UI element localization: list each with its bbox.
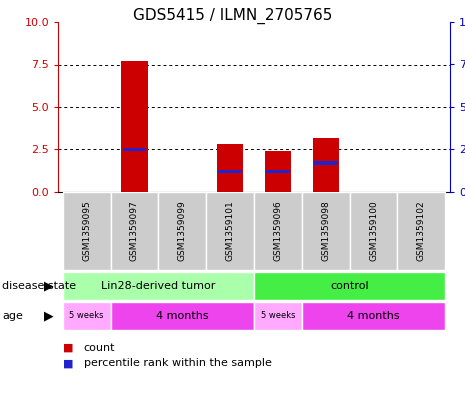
- Text: percentile rank within the sample: percentile rank within the sample: [84, 358, 272, 368]
- Bar: [111, 192, 159, 270]
- Text: ▶: ▶: [44, 279, 53, 292]
- Text: GSM1359096: GSM1359096: [273, 200, 282, 261]
- Bar: [254, 272, 445, 300]
- Text: 5 weeks: 5 weeks: [69, 312, 104, 321]
- Text: ■: ■: [63, 358, 73, 368]
- Bar: [123, 148, 146, 151]
- Text: disease state: disease state: [2, 281, 76, 291]
- Text: GSM1359101: GSM1359101: [226, 200, 235, 261]
- Text: 4 months: 4 months: [347, 311, 400, 321]
- Bar: [217, 144, 243, 192]
- Text: ■: ■: [63, 343, 73, 353]
- Text: GSM1359102: GSM1359102: [417, 201, 426, 261]
- Text: ▶: ▶: [44, 310, 53, 323]
- Bar: [254, 192, 302, 270]
- Text: GSM1359100: GSM1359100: [369, 200, 378, 261]
- Bar: [266, 170, 290, 173]
- Bar: [63, 192, 111, 270]
- Bar: [265, 151, 291, 192]
- Text: control: control: [330, 281, 369, 291]
- Text: Lin28-derived tumor: Lin28-derived tumor: [101, 281, 216, 291]
- Text: GDS5415 / ILMN_2705765: GDS5415 / ILMN_2705765: [133, 8, 332, 24]
- Bar: [302, 302, 445, 330]
- Bar: [350, 192, 398, 270]
- Text: GSM1359097: GSM1359097: [130, 200, 139, 261]
- Bar: [63, 272, 254, 300]
- Text: 5 weeks: 5 weeks: [261, 312, 295, 321]
- Bar: [63, 302, 111, 330]
- Text: count: count: [84, 343, 115, 353]
- Bar: [254, 302, 302, 330]
- Bar: [314, 161, 338, 165]
- Bar: [398, 192, 445, 270]
- Bar: [159, 192, 206, 270]
- Text: 4 months: 4 months: [156, 311, 209, 321]
- Text: GSM1359099: GSM1359099: [178, 200, 187, 261]
- Text: GSM1359095: GSM1359095: [82, 200, 91, 261]
- Text: GSM1359098: GSM1359098: [321, 200, 330, 261]
- Text: age: age: [2, 311, 23, 321]
- Bar: [312, 138, 339, 192]
- Bar: [206, 192, 254, 270]
- Bar: [121, 61, 147, 192]
- Bar: [111, 302, 254, 330]
- Bar: [218, 170, 242, 173]
- Bar: [302, 192, 350, 270]
